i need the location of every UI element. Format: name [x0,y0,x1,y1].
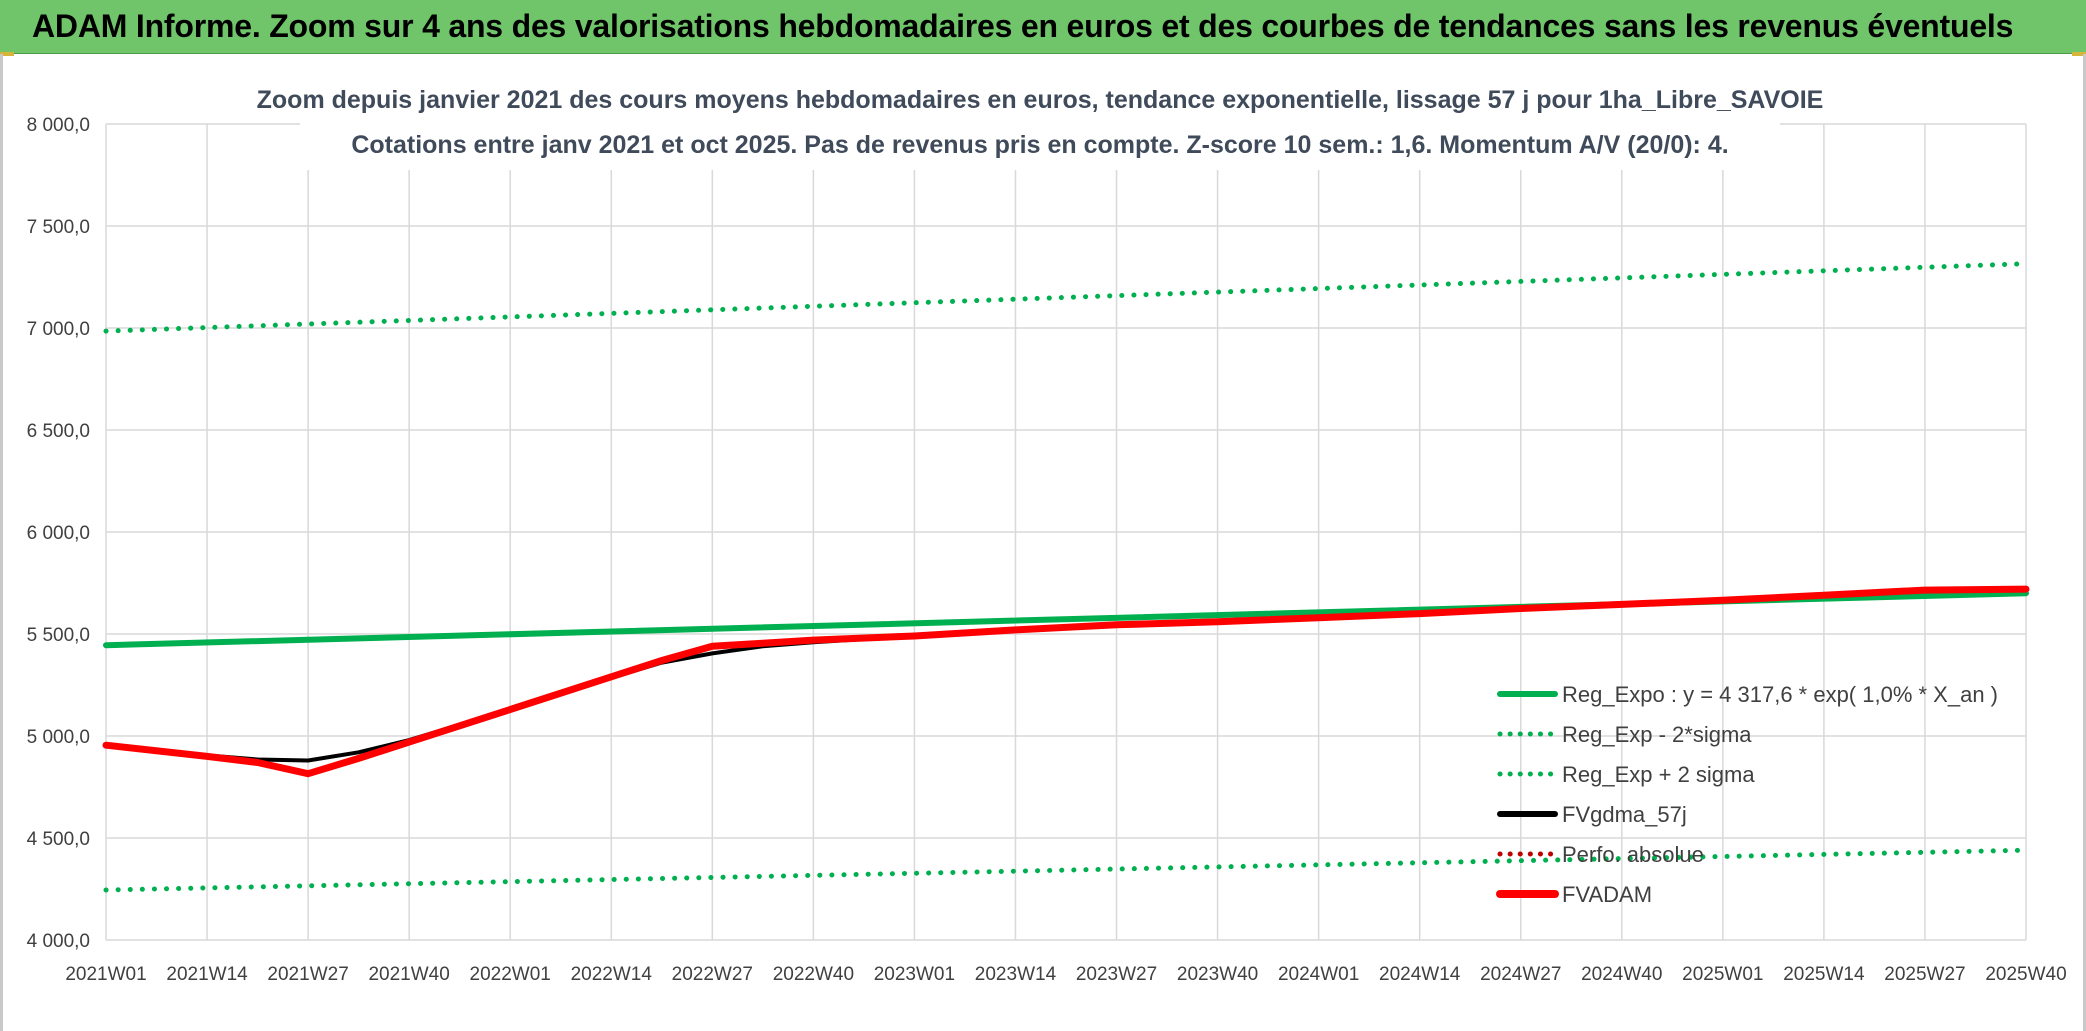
x-tick-label: 2024W14 [1379,964,1461,985]
x-tick-label: 2023W27 [1076,964,1157,985]
chart-frame [0,54,2086,1031]
y-tick-label: 7 000,0 [27,319,90,340]
x-tick-label: 2023W14 [975,964,1057,985]
y-tick-label: 4 000,0 [27,931,90,952]
y-tick-label: 6 500,0 [27,421,90,442]
y-axis-ticks: 4 000,0 4 500,0 5 000,0 5 500,0 6 000,0 6 500… [27,115,90,952]
y-tick-label: 5 500,0 [27,625,90,646]
x-tick-label: 2021W14 [166,964,248,985]
x-tick-label: 2023W40 [1177,964,1258,985]
corner-mark-left [0,52,14,56]
x-tick-label: 2021W40 [368,964,449,985]
legend-label: Reg_Exp - 2*sigma [1562,722,1752,747]
x-axis-ticks: 2021W01 2021W14 2021W27 2021W40 2022W01 2022W… [65,964,2066,985]
x-tick-label: 2023W01 [874,964,955,985]
x-tick-label: 2025W27 [1884,964,1965,985]
page-title: ADAM Informe. Zoom sur 4 ans des valoris… [32,8,2014,44]
legend-label: Reg_Exp + 2 sigma [1562,762,1755,787]
y-tick-label: 4 500,0 [27,829,90,850]
x-tick-label: 2022W14 [571,964,653,985]
x-tick-label: 2021W27 [267,964,348,985]
x-tick-label: 2022W27 [672,964,753,985]
x-tick-label: 2021W01 [65,964,146,985]
x-tick-label: 2022W40 [773,964,854,985]
x-tick-label: 2025W01 [1682,964,1763,985]
legend-label: FVADAM [1562,882,1652,907]
header-banner: ADAM Informe. Zoom sur 4 ans des valoris… [0,0,2086,54]
y-tick-label: 5 000,0 [27,727,90,748]
series-line-reg-exp [103,847,2029,893]
series-line-reg-exp [103,261,2029,334]
y-tick-label: 7 500,0 [27,217,90,238]
x-tick-label: 2024W40 [1581,964,1662,985]
x-tick-label: 2022W01 [470,964,551,985]
legend-label: FVgdma_57j [1562,802,1687,827]
legend-label: Reg_Expo : y = 4 317,6 * exp( 1,0% * X_a… [1562,682,1998,707]
x-tick-label: 2025W40 [1985,964,2066,985]
x-tick-label: 2024W01 [1278,964,1359,985]
x-tick-label: 2024W27 [1480,964,1561,985]
corner-mark-right [2072,52,2086,56]
grid-lines [105,123,2027,941]
y-tick-label: 6 000,0 [27,523,90,544]
chart-title-line-2: Cotations entre janv 2021 et oct 2025. P… [351,131,1728,159]
series-line-fvadam [102,585,2030,778]
chart-title-line-1: Zoom depuis janvier 2021 des cours moyen… [257,86,1824,114]
y-tick-label: 8 000,0 [27,115,90,136]
chart-title-background [300,76,1780,170]
x-tick-label: 2025W14 [1783,964,1865,985]
series-lines [102,261,2030,893]
legend-label: Perfo. absolue [1562,842,1704,867]
legend: Reg_Expo : y = 4 317,6 * exp( 1,0% * X_a… [1496,682,1998,907]
